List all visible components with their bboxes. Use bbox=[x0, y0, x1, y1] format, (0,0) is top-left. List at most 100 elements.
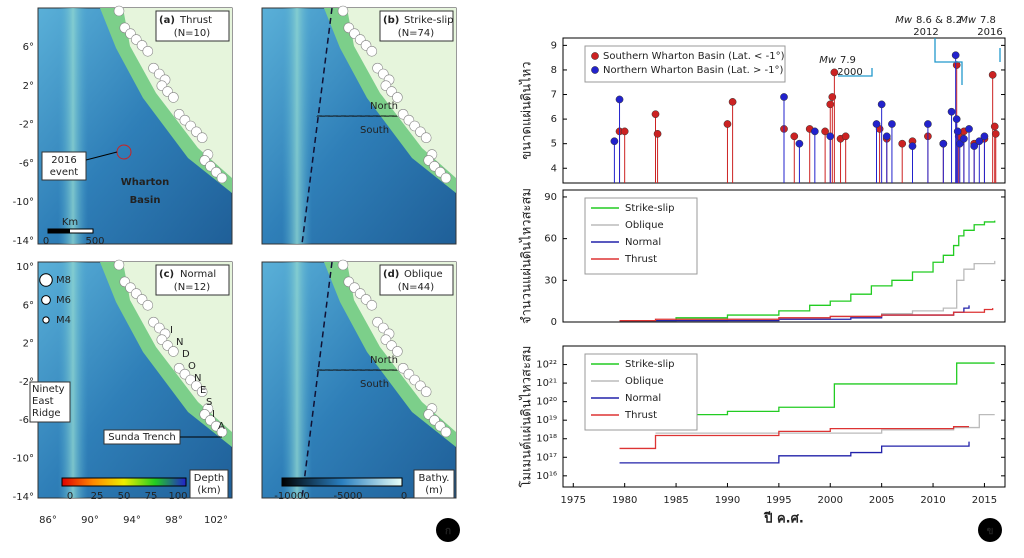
basin-label: Basin bbox=[130, 195, 161, 206]
lat-label: -6° bbox=[19, 158, 34, 169]
panel-letter: (a) bbox=[159, 15, 175, 26]
legend-label: Strike-slip bbox=[625, 359, 674, 370]
ridge bbox=[282, 8, 312, 244]
legend-label: Oblique bbox=[625, 376, 664, 387]
lat-label: -6° bbox=[19, 415, 34, 426]
panel-letter: (d) bbox=[383, 269, 399, 280]
point bbox=[615, 95, 624, 104]
point bbox=[953, 127, 962, 136]
point bbox=[723, 120, 732, 128]
scale-label: Km bbox=[62, 217, 78, 228]
lat-label: -14° bbox=[13, 492, 34, 503]
panel-mark-bg bbox=[436, 518, 460, 542]
step-line bbox=[619, 308, 994, 322]
panel-name: Normal bbox=[180, 269, 216, 280]
depth-tick: 0 bbox=[67, 491, 73, 502]
x-tick-label: 1990 bbox=[715, 495, 740, 506]
bathy-title-box bbox=[413, 469, 455, 499]
point bbox=[882, 132, 891, 141]
step-line bbox=[619, 362, 995, 416]
event-box bbox=[41, 151, 87, 181]
annotation-value: 8.6 & 8.2 bbox=[916, 15, 962, 26]
bathy-title: (m) bbox=[425, 485, 443, 496]
panel-mark: ข bbox=[987, 526, 994, 537]
step-line bbox=[655, 260, 996, 322]
point bbox=[653, 129, 662, 138]
point bbox=[960, 134, 968, 143]
panel-count: (N=44) bbox=[398, 282, 434, 293]
y-tick-label: 6 bbox=[551, 114, 557, 125]
plot-frame bbox=[562, 345, 1006, 488]
beachball bbox=[216, 172, 228, 184]
lon-label: 102° bbox=[204, 515, 228, 526]
lat-label: 6° bbox=[23, 42, 34, 53]
point bbox=[728, 98, 737, 106]
point bbox=[790, 132, 799, 141]
beachball bbox=[142, 299, 154, 311]
bathy-tick: 0 bbox=[401, 491, 407, 502]
beachball bbox=[196, 386, 208, 398]
depth-tick: 75 bbox=[145, 491, 158, 502]
panel-count: (N=10) bbox=[174, 28, 210, 39]
point bbox=[810, 127, 819, 136]
legend-box bbox=[584, 353, 698, 431]
panel-letter: (b) bbox=[383, 15, 399, 26]
lat-label: 2° bbox=[23, 81, 34, 92]
y-tick-label: 10¹⁶ bbox=[536, 471, 557, 482]
legend-label: Strike-slip bbox=[625, 203, 674, 214]
point bbox=[947, 107, 956, 116]
y-tick-label: 10¹⁸ bbox=[536, 434, 557, 445]
basin-label: Wharton bbox=[121, 177, 170, 188]
y-tick-label: 7 bbox=[551, 90, 557, 101]
ridge-label: Ridge bbox=[32, 408, 61, 419]
lat-label: -2° bbox=[19, 377, 34, 388]
y-axis-label: โมเมนต์แผ่นดินไหวสะสม bbox=[519, 346, 535, 488]
y-tick-label: 9 bbox=[551, 40, 557, 51]
scale-label: 0 bbox=[43, 236, 49, 247]
depth-title: (km) bbox=[197, 485, 220, 496]
annotation-arrow bbox=[838, 68, 873, 77]
lat-label: 6° bbox=[23, 300, 34, 311]
depth-bar bbox=[61, 477, 187, 487]
annotation-arrow bbox=[934, 38, 963, 85]
legend-label: Thrust bbox=[624, 410, 657, 421]
plot-frame bbox=[562, 189, 1006, 323]
y-tick-label: 5 bbox=[551, 139, 557, 150]
ridge-label: East bbox=[32, 396, 54, 407]
map-panel: North South (d) Oblique (N=44) bbox=[261, 259, 457, 499]
y-tick-label: 8 bbox=[551, 65, 557, 76]
point bbox=[990, 122, 999, 131]
lat-label: -10° bbox=[13, 454, 34, 465]
map-panel: (a) Thrust (N=10) bbox=[37, 5, 233, 245]
point bbox=[965, 125, 973, 133]
country-letter: N bbox=[176, 337, 183, 348]
panel-count: (N=74) bbox=[398, 28, 434, 39]
beachball bbox=[337, 5, 349, 17]
country-letter: I bbox=[170, 325, 173, 336]
beachball bbox=[196, 132, 208, 144]
y-tick-label: 10¹⁹ bbox=[536, 415, 557, 426]
point bbox=[872, 120, 881, 128]
point bbox=[975, 137, 984, 146]
point bbox=[991, 129, 1000, 138]
annotation-mw: Mw bbox=[819, 55, 837, 66]
point bbox=[955, 139, 964, 148]
country-letter: D bbox=[182, 349, 190, 360]
region-label: South bbox=[360, 379, 389, 390]
x-tick-label: 1980 bbox=[612, 495, 637, 506]
x-axis-label: ปี ค.ศ. bbox=[763, 511, 804, 527]
country-letter: N bbox=[194, 373, 201, 384]
point bbox=[939, 139, 948, 148]
panel-title-box bbox=[379, 264, 454, 296]
ridge bbox=[58, 8, 88, 244]
annotation-year: 2012 bbox=[913, 27, 938, 38]
legend-label: Thrust bbox=[624, 254, 657, 265]
point bbox=[924, 120, 932, 128]
beachball bbox=[337, 259, 349, 271]
bathy-tick: -10000 bbox=[274, 491, 309, 502]
bathy-tick: -5000 bbox=[333, 491, 362, 502]
panel-name: Oblique bbox=[404, 269, 443, 280]
point bbox=[610, 137, 619, 146]
annotation-year: 2016 bbox=[977, 27, 1002, 38]
point bbox=[780, 93, 788, 101]
